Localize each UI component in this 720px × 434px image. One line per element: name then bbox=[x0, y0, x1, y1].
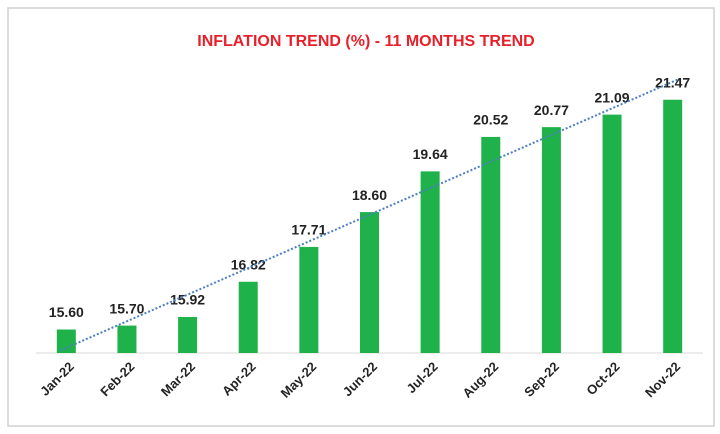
bar bbox=[178, 316, 198, 353]
data-label: 21.09 bbox=[595, 89, 630, 105]
data-label: 17.71 bbox=[291, 222, 326, 238]
bar bbox=[117, 325, 137, 353]
data-label: 20.52 bbox=[473, 112, 508, 128]
data-label: 16.82 bbox=[231, 256, 266, 272]
data-label: 18.60 bbox=[352, 187, 387, 203]
bar bbox=[481, 136, 501, 353]
chart-title: INFLATION TREND (%) - 11 MONTHS TREND bbox=[197, 33, 534, 50]
data-label: 20.77 bbox=[534, 102, 569, 118]
bar bbox=[541, 127, 561, 353]
bar bbox=[420, 171, 440, 353]
data-label: 19.64 bbox=[413, 146, 448, 162]
bar bbox=[360, 212, 379, 353]
bar bbox=[663, 99, 683, 353]
data-label: 15.60 bbox=[49, 304, 84, 320]
data-label: 15.70 bbox=[109, 300, 144, 316]
data-label: 15.92 bbox=[170, 292, 205, 308]
trendline bbox=[59, 78, 680, 352]
bar bbox=[299, 246, 319, 353]
bar bbox=[238, 281, 258, 353]
bar bbox=[56, 329, 76, 353]
bar bbox=[602, 114, 622, 354]
